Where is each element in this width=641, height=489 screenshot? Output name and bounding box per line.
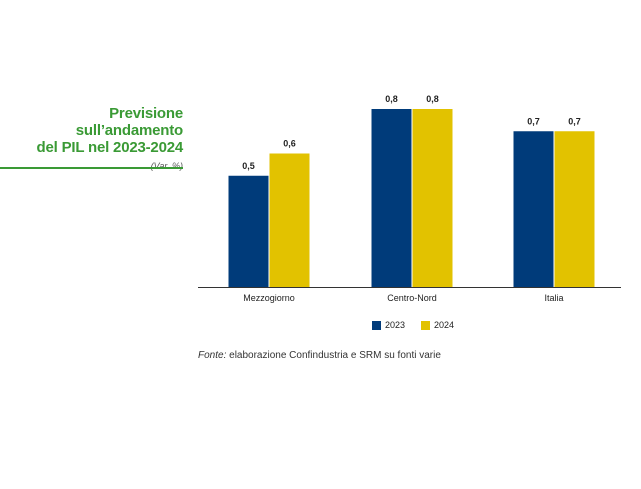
- bar-italia-2024: [554, 131, 595, 287]
- bar-centro-nord-2023: [371, 109, 412, 287]
- category-label-centro-nord: Centro-Nord: [387, 293, 437, 303]
- chart-title: Previsione sull’andamento del PIL nel 20…: [0, 105, 184, 171]
- data-label-centro-nord-2023: 0,8: [385, 94, 398, 104]
- bar-italia-2023: [513, 131, 554, 287]
- bar-mezzogiorno-2023: [228, 175, 269, 287]
- data-label-mezzogiorno-2024: 0,6: [283, 139, 296, 149]
- bar-centro-nord-2024: [412, 109, 453, 287]
- chart-subtitle: (Var. %): [150, 161, 183, 171]
- source-note: Fonte: elaborazione Confindustria e SRM …: [198, 350, 441, 361]
- legend-label-2024: 2024: [434, 320, 455, 330]
- legend-item-2024: 2024: [421, 320, 454, 330]
- legend-swatch-2024: [421, 320, 431, 330]
- title-divider: [0, 167, 183, 169]
- source-lead: Fonte:: [198, 350, 227, 361]
- legend-item-2023: 2023: [372, 320, 405, 330]
- category-label-mezzogiorno: Mezzogiorno: [243, 293, 295, 303]
- data-label-mezzogiorno-2023: 0,5: [242, 161, 255, 171]
- data-label-italia-2023: 0,7: [527, 116, 540, 126]
- data-label-italia-2024: 0,7: [568, 116, 581, 126]
- source-text: elaborazione Confindustria e SRM su font…: [226, 350, 441, 361]
- legend-label-2023: 2023: [385, 320, 406, 330]
- legend-swatch-2023: [372, 320, 381, 330]
- data-label-centro-nord-2024: 0,8: [426, 94, 439, 104]
- category-label-italia: Italia: [544, 293, 563, 303]
- legend: 2023 2024: [372, 320, 454, 330]
- bar-mezzogiorno-2024: [269, 153, 310, 287]
- title-line-1: Previsione sull’andamento: [75, 105, 183, 139]
- title-line-2: del PIL nel 2023-2024: [36, 139, 184, 156]
